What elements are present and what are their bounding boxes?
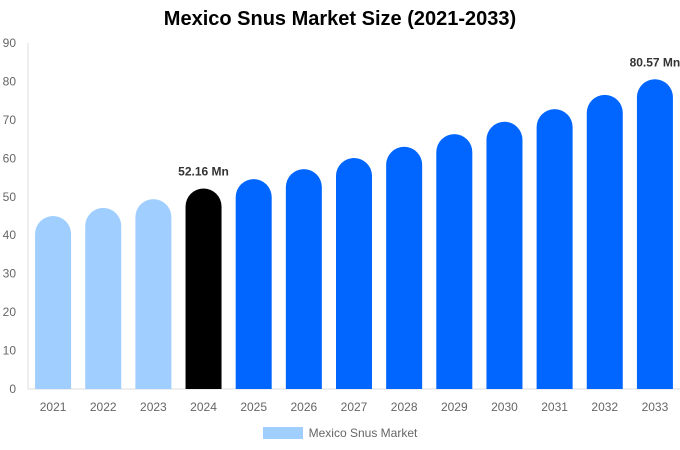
y-tick-label: 10 [3, 344, 17, 358]
y-tick-label: 50 [3, 190, 17, 204]
bar-2033 [636, 79, 673, 389]
x-tick-label: 2028 [391, 400, 418, 414]
legend-swatch [262, 427, 303, 439]
bar-2032 [586, 94, 623, 389]
y-tick-label: 90 [3, 36, 17, 50]
data-label: 80.57 Mn [630, 55, 680, 69]
bar-2022 [85, 207, 122, 389]
x-tick-label: 2033 [642, 400, 669, 414]
chart-title: Mexico Snus Market Size (2021-2033) [163, 8, 517, 30]
x-tick-label: 2027 [341, 400, 368, 414]
x-tick-label: 2023 [140, 400, 167, 414]
bar-2025 [235, 179, 272, 389]
bar-2030 [486, 121, 523, 390]
x-tick-label: 2032 [591, 400, 618, 414]
x-tick-label: 2022 [90, 400, 117, 414]
bar-2031 [536, 109, 573, 389]
x-tick-label: 2026 [290, 400, 317, 414]
legend: Mexico Snus Market [0, 426, 680, 440]
x-tick-label: 2021 [40, 400, 67, 414]
y-tick-label: 40 [3, 228, 17, 242]
y-tick-label: 80 [3, 74, 17, 88]
bar-2029 [436, 134, 473, 389]
bar-2027 [336, 157, 372, 389]
x-tick-label: 2030 [491, 400, 518, 414]
x-tick-label: 2024 [190, 400, 217, 414]
data-label: 52.16 Mn [178, 164, 229, 178]
bar-2028 [386, 146, 423, 389]
y-tick-label: 60 [3, 151, 17, 165]
x-tick-label: 2031 [541, 400, 568, 414]
y-tick-label: 70 [3, 113, 17, 127]
bar-2021 [35, 216, 72, 389]
legend-label: Mexico Snus Market [308, 426, 418, 440]
x-tick-label: 2025 [240, 400, 267, 414]
bar-2026 [285, 169, 322, 389]
x-tick-label: 2029 [441, 400, 468, 414]
y-tick-label: 0 [9, 382, 16, 396]
y-tick-label: 20 [3, 305, 17, 319]
bar-2024 [185, 188, 222, 389]
bar-2023 [135, 199, 172, 389]
y-tick-label: 30 [3, 267, 17, 281]
